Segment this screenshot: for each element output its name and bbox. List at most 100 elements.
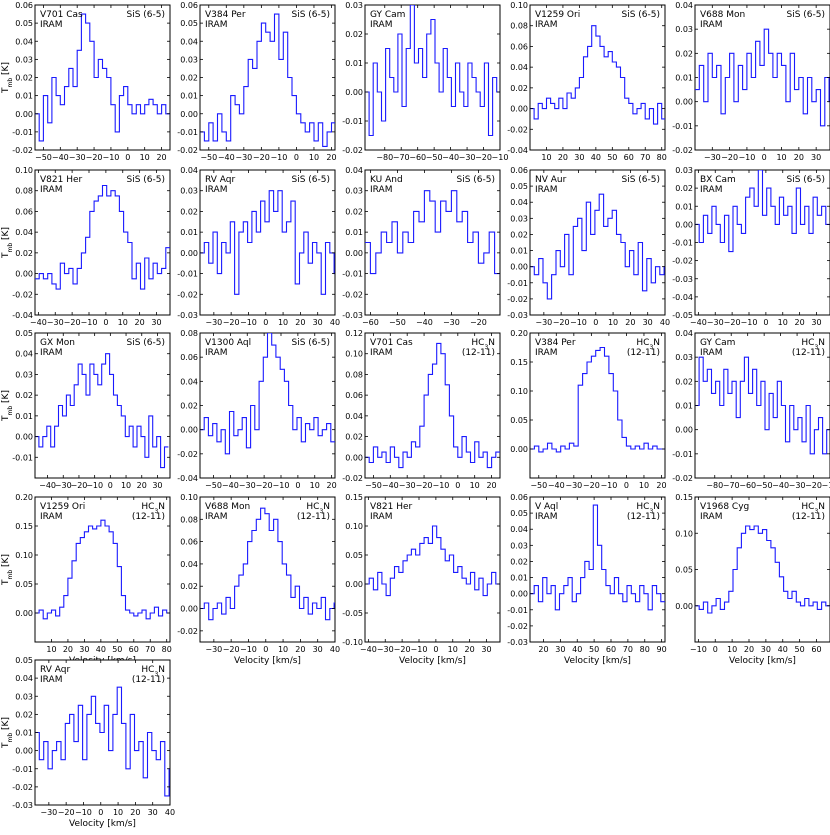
y-tick-label: 0.02 (15, 74, 33, 83)
x-tick-label: −30 (69, 153, 86, 162)
y-tick-label: -0.01 (507, 606, 528, 615)
x-tick-label: −40 (416, 318, 433, 327)
telescope-label: IRAM (40, 512, 62, 522)
spectrum-panel: 0.00 0.05 0.10 0.15 0.20 −50 −40 −30 −20 −10 0 10 20… (510, 329, 666, 490)
y-tick-label: -0.10 (342, 638, 363, 647)
x-tick-label: 30 (811, 318, 821, 327)
y-tick-label: -0.05 (342, 609, 363, 618)
y-tick-label: 0.00 (510, 445, 528, 454)
x-tick-label: 50 (589, 645, 599, 654)
y-tick-label: 0.02 (675, 49, 693, 58)
x-tick-label: −10 (432, 481, 449, 490)
y-tick-label: 0.10 (15, 166, 33, 175)
y-tick-label: 0.04 (15, 674, 33, 683)
x-tick-label: −50 (389, 318, 406, 327)
x-tick-label: 10 (778, 318, 788, 327)
spectrum-panel: -0.020.000.020.040.060.080.100.12−50 −40−… (342, 329, 501, 490)
telescope-label: IRAM (700, 512, 722, 522)
y-tick-label: 0.06 (510, 42, 528, 51)
transition-label: (12-11) (627, 348, 660, 358)
x-tick-label: 10 (140, 153, 150, 162)
spectrum-panel: -0.01 0.00 0.01 0.02 0.03 0.04 0.05 −40−30−20−1… (1, 329, 171, 490)
transition-label: (12-11) (297, 512, 330, 522)
y-tick-label: 0.10 (510, 1, 528, 10)
spectrum-panel: -0.02 -0.01 0.00 0.01 0.02 0.03 −80 −70 −60 −50 −4… (342, 1, 508, 162)
y-tick-label: 0.00 (15, 747, 33, 756)
y-tick-label: 0.08 (510, 22, 528, 31)
telescope-label: IRAM (40, 20, 62, 30)
spectrum-panel: -0.02 0.00 0.02 0.04 0.06 0.08 0.10 −30 −20 −10 0 1… (177, 493, 340, 666)
y-tick-label: 0.01 (345, 59, 363, 68)
star-name: V1300 Aql (205, 338, 251, 348)
spectrum-line (35, 353, 169, 469)
x-tick-label: −20 (805, 481, 822, 490)
x-tick-label: −10 (600, 481, 617, 490)
y-tick-label: -0.02 (12, 146, 33, 155)
x-tick-label: −20 (394, 645, 411, 654)
star-name: GY Cam (700, 338, 735, 348)
spectrum-line (695, 356, 830, 455)
y-tick-label: 0.06 (15, 1, 33, 10)
star-name: V384 Per (535, 338, 576, 348)
x-tick-label: 30 (761, 645, 771, 654)
x-tick-label: −20 (470, 318, 487, 327)
x-tick-label: −10 (81, 318, 98, 327)
y-tick-label: 0.05 (510, 416, 528, 425)
x-tick-label: 0 (295, 481, 300, 490)
x-tick-label: −40 (690, 318, 707, 327)
y-tick-label: 0.03 (180, 55, 198, 64)
x-tick-label: −10 (738, 153, 755, 162)
y-tick-label: -0.02 (672, 474, 693, 483)
x-tick-label: −20 (721, 153, 738, 162)
y-tick-label: 0.00 (675, 426, 693, 435)
x-tick-label: 10 (113, 808, 123, 817)
spectrum-line (365, 525, 500, 597)
y-axis-label: Tmb [K] (1, 717, 14, 749)
x-tick-label: −10 (86, 481, 103, 490)
y-tick-label: 0.06 (180, 353, 198, 362)
y-tick-label: -0.05 (672, 311, 693, 320)
y-tick-label: 0.01 (675, 402, 693, 411)
y-tick-label: -0.01 (672, 122, 693, 131)
y-tick-label: -0.02 (672, 146, 693, 155)
spectrum-line (35, 184, 170, 290)
molecule-label: HC3N (141, 502, 165, 515)
y-tick-label: -0.04 (12, 311, 33, 320)
molecule-label: HC3N (471, 338, 495, 351)
y-tick-label: 0.00 (675, 220, 693, 229)
transition-label: (12-11) (132, 675, 165, 685)
x-tick-label: −50 (35, 153, 52, 162)
x-tick-label: −10 (75, 808, 92, 817)
plot-frame (364, 4, 501, 151)
x-tick-label: 0 (762, 153, 767, 162)
y-tick-label: 0.03 (675, 166, 693, 175)
x-tick-label: 20 (625, 318, 635, 327)
x-tick-label: −20 (71, 481, 88, 490)
x-tick-label: 20 (326, 153, 336, 162)
x-tick-label: −20 (553, 318, 570, 327)
x-tick-label: 40 (660, 318, 670, 327)
y-tick-label: 0.10 (15, 551, 33, 560)
y-tick-label: -0.02 (177, 450, 198, 459)
y-tick-label: -0.01 (342, 270, 363, 279)
y-tick-label: 0.03 (345, 1, 363, 10)
x-tick-label: 10 (776, 153, 786, 162)
x-tick-label: −20 (475, 153, 492, 162)
x-tick-label: 20 (130, 808, 140, 817)
y-tick-label: 0.10 (510, 387, 528, 396)
x-tick-label: −30 (47, 318, 64, 327)
x-axis-label: Velocity [km/s] (234, 656, 301, 666)
spectrum-line (365, 342, 500, 469)
y-tick-label: -0.01 (672, 239, 693, 248)
x-tick-label: 80 (640, 645, 650, 654)
y-tick-label: -0.01 (342, 117, 363, 126)
x-tick-label: 80 (657, 153, 667, 162)
x-tick-label: −60 (739, 481, 756, 490)
y-tick-label: 0.00 (345, 580, 363, 589)
y-tick-label: 0.01 (675, 202, 693, 211)
y-tick-label: 0.00 (15, 433, 33, 442)
x-tick-label: 30 (313, 645, 323, 654)
y-tick-label: 0.00 (180, 249, 198, 258)
spectrum-line (35, 686, 170, 797)
